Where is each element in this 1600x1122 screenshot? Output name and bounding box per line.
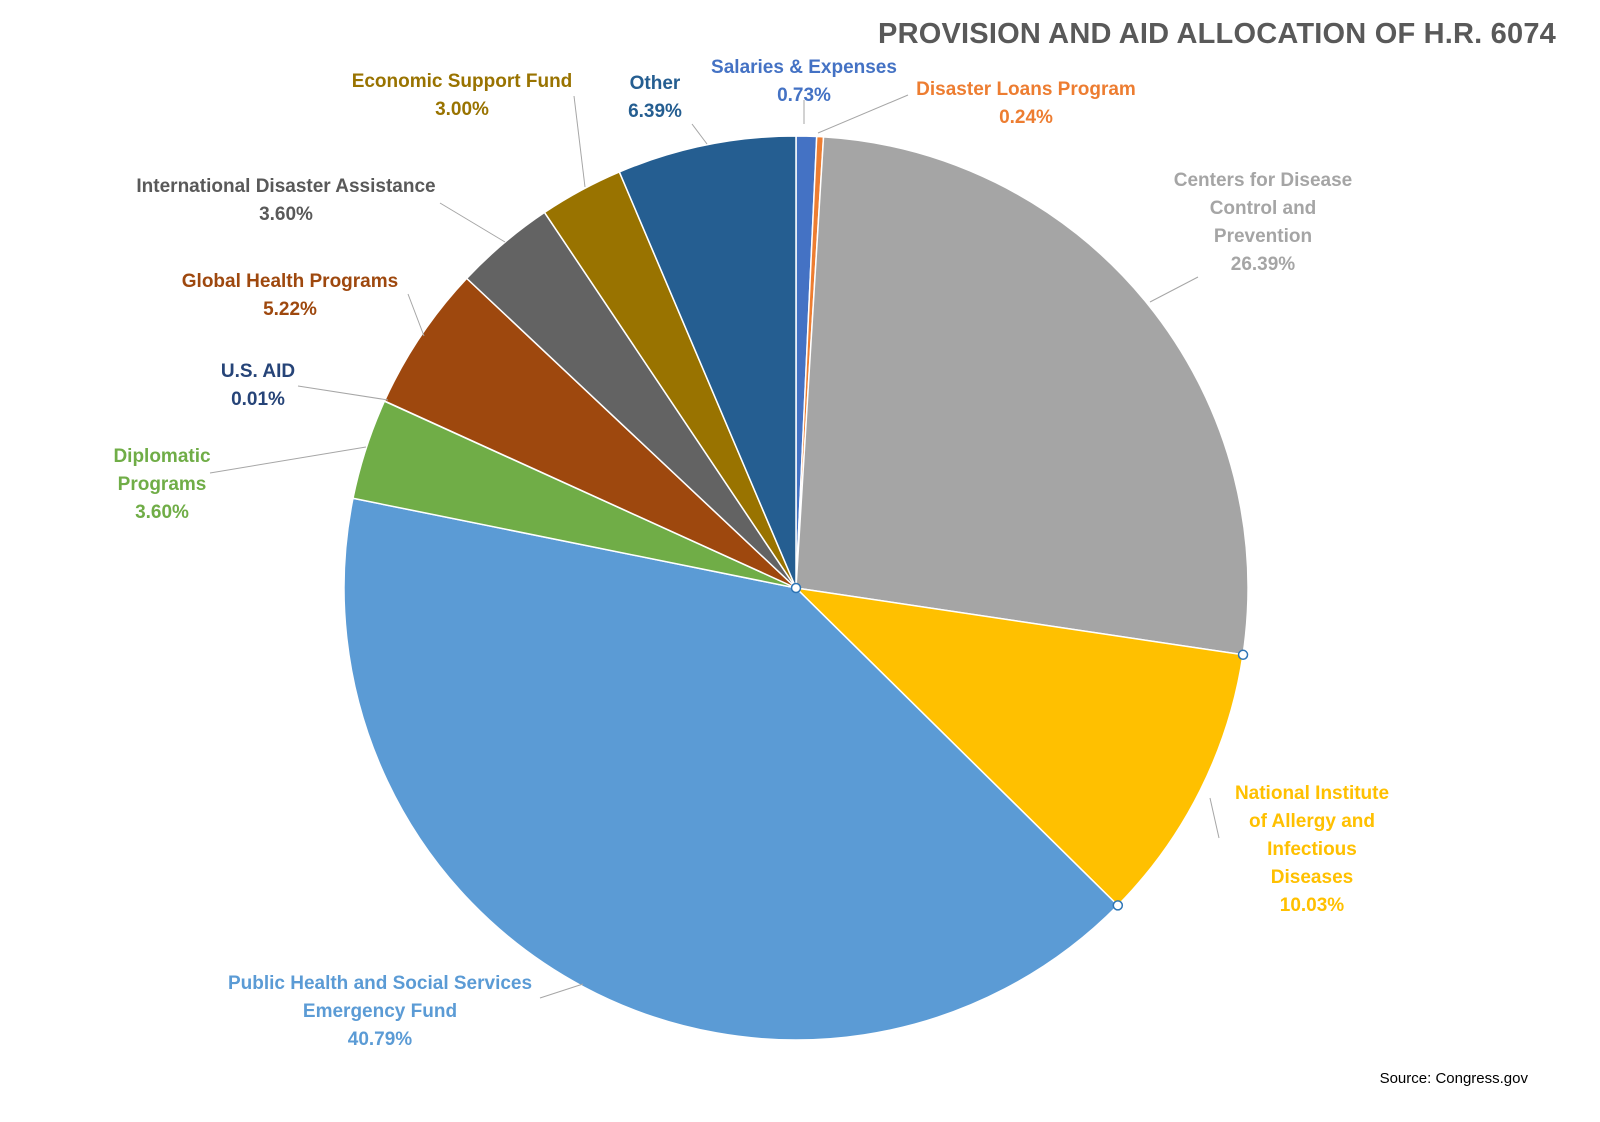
slice-name-label: U.S. AID: [221, 361, 295, 382]
slice-value-label: 0.01%: [231, 389, 285, 410]
leader-line: [439, 202, 506, 243]
slice-name-label: Economic Support Fund: [352, 71, 573, 92]
slice-label: International Disaster Assistance 3.60%: [136, 176, 435, 225]
leader-line: [209, 446, 367, 474]
slice-label: Disaster Loans Program 0.24%: [916, 79, 1136, 128]
selection-handle[interactable]: [790, 582, 802, 594]
slice-value-label: 10.03%: [1280, 895, 1345, 916]
slice-label: Diplomatic Programs 3.60%: [113, 446, 211, 523]
slice-name-label: Emergency Fund: [303, 1001, 457, 1022]
pie-slice-public-health-and-social-services: [343, 497, 1119, 1041]
slice-label: National Institute of Allergy and Infectio…: [1235, 783, 1389, 916]
slice-value-label: 26.39%: [1231, 254, 1296, 275]
slice-value-label: 40.79%: [348, 1029, 413, 1050]
slice-value-label: 3.00%: [435, 99, 489, 120]
slice-label: Other 6.39%: [628, 73, 682, 122]
chart-title: PROVISION AND AID ALLOCATION OF H.R. 607…: [878, 18, 1556, 50]
slice-name-label: Control and: [1210, 198, 1317, 219]
slice-value-label: 0.24%: [999, 107, 1053, 128]
pie-slice-other: [618, 135, 797, 589]
slice-name-label: of Allergy and: [1249, 811, 1375, 832]
slice-label: Economic Support Fund 3.00%: [352, 71, 573, 120]
selection-handle[interactable]: [1237, 649, 1249, 661]
slice-name-label: Disaster Loans Program: [916, 79, 1136, 100]
slice-name-label: Other: [630, 73, 681, 94]
leader-line: [1209, 797, 1220, 839]
slice-name-label: Global Health Programs: [182, 271, 398, 292]
slice-name-label: Diseases: [1271, 867, 1353, 888]
slice-name-label: National Institute: [1235, 783, 1389, 804]
slice-name-label: Salaries & Expenses: [711, 57, 897, 78]
selection-handle[interactable]: [1112, 900, 1124, 911]
slice-value-label: 5.22%: [263, 299, 317, 320]
slice-name-label: Prevention: [1214, 226, 1312, 247]
pie-slices: [343, 135, 1249, 1041]
leader-line: [573, 95, 586, 188]
slice-name-label: Programs: [118, 474, 207, 495]
pie-slice-centers-for-disease: [795, 136, 1249, 656]
slice-label: Salaries & Expenses 0.73%: [711, 57, 897, 106]
leader-line: [539, 983, 584, 999]
slice-label: Global Health Programs 5.22%: [182, 271, 398, 320]
slice-name-label: Infectious: [1267, 839, 1357, 860]
slice-name-label: Diplomatic: [113, 446, 211, 467]
leader-line: [407, 293, 425, 337]
pie-slice-national-institute: [793, 586, 1244, 907]
leader-line: [817, 94, 909, 134]
leader-lines: [209, 94, 1220, 999]
leader-line: [691, 123, 708, 145]
source-note: Source: Congress.gov: [1379, 1070, 1528, 1087]
slice-label: Public Health and Social Services Emergen…: [228, 973, 532, 1050]
slice-label: U.S. AID 0.01%: [221, 361, 295, 410]
slice-name-label: International Disaster Assistance: [136, 176, 435, 197]
slice-value-label: 0.73%: [777, 85, 831, 106]
slice-value-label: 3.60%: [259, 204, 313, 225]
slice-value-label: 6.39%: [628, 101, 682, 122]
slice-labels: Salaries & Expenses 0.73% Disaster Loans P…: [113, 57, 1389, 1050]
leader-line: [1149, 276, 1199, 303]
slice-name-label: Centers for Disease: [1174, 170, 1352, 191]
leader-line: [297, 385, 389, 401]
pie-slice-global-health-programs: [383, 277, 797, 589]
slice-label: Centers for Disease Control and Prevention…: [1174, 170, 1352, 275]
slice-value-label: 3.60%: [135, 502, 189, 523]
slice-name-label: Public Health and Social Services: [228, 973, 532, 994]
